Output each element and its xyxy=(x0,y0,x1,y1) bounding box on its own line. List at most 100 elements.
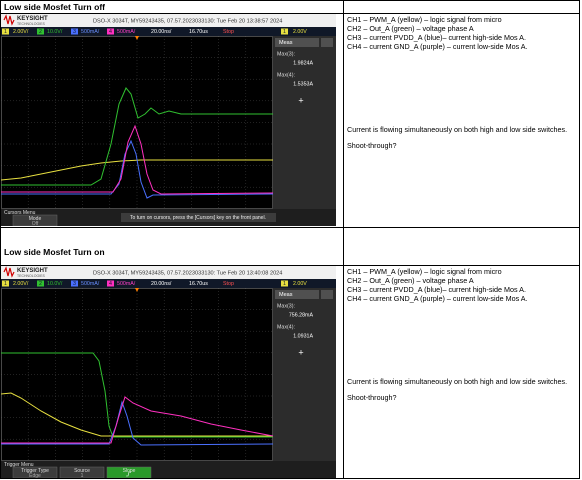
softkey-title: Slope xyxy=(123,468,136,474)
toolbar-item: 2 xyxy=(39,29,42,35)
waveform xyxy=(1,396,274,444)
toolbar-item: 2.00V xyxy=(293,29,307,35)
header-bar xyxy=(1,14,336,27)
empty-cell xyxy=(343,227,580,266)
trigger-marker xyxy=(135,36,139,40)
message-box xyxy=(121,213,276,222)
toolbar-item: 2.00V/ xyxy=(13,281,29,287)
channel-badge xyxy=(107,28,114,35)
brand-logo xyxy=(3,266,15,278)
toolbar-item: Stop xyxy=(223,29,234,35)
note: CH2 – Out_A (green) – voltage phase A xyxy=(347,276,474,285)
softkey xyxy=(12,214,58,226)
menu-title: Trigger Menu xyxy=(4,462,34,468)
scope-header: DSO-X 3034T, MY59243435, 07.57.202303313… xyxy=(93,18,282,24)
meas-title-box xyxy=(275,38,319,47)
toolbar-item: 10.0V/ xyxy=(47,29,63,35)
meas-title: Meas xyxy=(279,292,293,298)
add-icon: + xyxy=(298,95,303,105)
toolbar-item: 500mA/ xyxy=(81,281,100,287)
notes-cell: CH1 – PWM_A (yellow) – logic signal from… xyxy=(343,265,580,479)
note: CH1 – PWM_A (yellow) – logic signal from… xyxy=(347,267,502,276)
toolbar-item: 500mA/ xyxy=(81,29,100,35)
waveform xyxy=(1,400,274,446)
message: To turn on cursors, press the [Cursors] … xyxy=(130,215,266,221)
scope-cell: KEYSIGHT TECHNOLOGIES DSO-X 3034T, MY59243… xyxy=(0,265,344,479)
waveform xyxy=(1,87,273,186)
toolbar-item: 10.0V/ xyxy=(47,281,63,287)
softkey-value: Off xyxy=(32,221,39,226)
brand-logo xyxy=(3,14,15,26)
brand: KEYSIGHT xyxy=(17,268,48,274)
toolbar-item: 2.00V xyxy=(293,281,307,287)
note: CH3 – current PVDD_A (blue)– current hig… xyxy=(347,33,526,42)
notes-cell: CH1 – PWM_A (yellow) – logic signal from… xyxy=(343,13,580,228)
softkey-title: Trigger Type xyxy=(21,468,49,474)
menu-title: Cursors Menu xyxy=(4,210,36,216)
channel-badge xyxy=(71,280,78,287)
softkey xyxy=(12,466,58,478)
waveform xyxy=(1,124,274,195)
note: CH1 – PWM_A (yellow) – logic signal from… xyxy=(347,15,502,24)
note: Current is flowing simultaneously on bot… xyxy=(347,377,568,386)
note: CH4 – current GND_A (purple) – current l… xyxy=(347,294,528,303)
meas-title-box xyxy=(275,290,319,299)
waveform xyxy=(1,159,273,181)
toolbar-item: 500mA/ xyxy=(117,29,136,35)
toolbar-item: 20.00ns/ xyxy=(151,29,172,35)
toolbar-item: 4 xyxy=(109,281,112,287)
toolbar-item: 500mA/ xyxy=(117,281,136,287)
brand-sub: TECHNOLOGIES xyxy=(17,274,45,278)
note: CH4 – current GND_A (purple) – current l… xyxy=(347,42,528,51)
softkey-title: Source xyxy=(74,468,90,474)
meas-value: 756.28mA xyxy=(289,312,314,318)
meas-panel xyxy=(273,288,336,461)
toolbar-item: 4 xyxy=(109,29,112,35)
softkey xyxy=(59,466,105,478)
toolbar xyxy=(1,279,336,288)
meas-label: Max(3): xyxy=(277,303,295,309)
toolbar-item: 3 xyxy=(73,281,76,287)
section-heading: Low side Mosfet Turn off xyxy=(0,0,344,14)
channel-badge xyxy=(2,28,9,35)
add-icon: + xyxy=(298,347,303,357)
toolbar-item: 2 xyxy=(39,281,42,287)
note: Current is flowing simultaneously on bot… xyxy=(347,125,568,134)
note: Shoot-through? xyxy=(347,141,397,150)
softkey-title: Mode xyxy=(29,216,42,222)
channel-badge xyxy=(107,280,114,287)
meas-label: Max(3): xyxy=(277,51,295,57)
toolbar-item: 3 xyxy=(73,29,76,35)
meas-value: 1.5353A xyxy=(293,81,313,87)
channel-badge xyxy=(2,280,9,287)
toolbar-item: 1 xyxy=(4,281,7,287)
meas-panel xyxy=(273,36,336,209)
toolbar-item: 2.00V/ xyxy=(13,29,29,35)
note: Shoot-through? xyxy=(347,393,397,402)
toolbar-item: 16.70us xyxy=(189,29,208,35)
meas-value: 1.0931A xyxy=(293,333,313,339)
note: CH3 – current PVDD_A (blue)– current hig… xyxy=(347,285,526,294)
toolbar-item: 16.70us xyxy=(189,281,208,287)
note: CH2 – Out_A (green) – voltage phase A xyxy=(347,24,474,33)
section-heading: Low side Mosfet Turn on xyxy=(0,227,344,266)
softkey-value: Edge xyxy=(29,473,41,478)
channel-badge xyxy=(37,28,44,35)
header-bar xyxy=(1,266,336,279)
empty-cell xyxy=(343,0,580,14)
meas-value: 1.9824A xyxy=(293,60,313,66)
softkey-value: 1 xyxy=(81,473,84,478)
toolbar-item: 1 xyxy=(283,281,286,287)
toolbar xyxy=(1,27,336,36)
brand-sub: TECHNOLOGIES xyxy=(17,22,45,26)
brand: KEYSIGHT xyxy=(17,16,48,22)
waveform xyxy=(1,392,273,437)
toolbar-item: 1 xyxy=(283,29,286,35)
toolbar-item: 20.00ns/ xyxy=(151,281,172,287)
channel-badge xyxy=(281,28,288,35)
toolbar-item: Stop xyxy=(223,281,234,287)
